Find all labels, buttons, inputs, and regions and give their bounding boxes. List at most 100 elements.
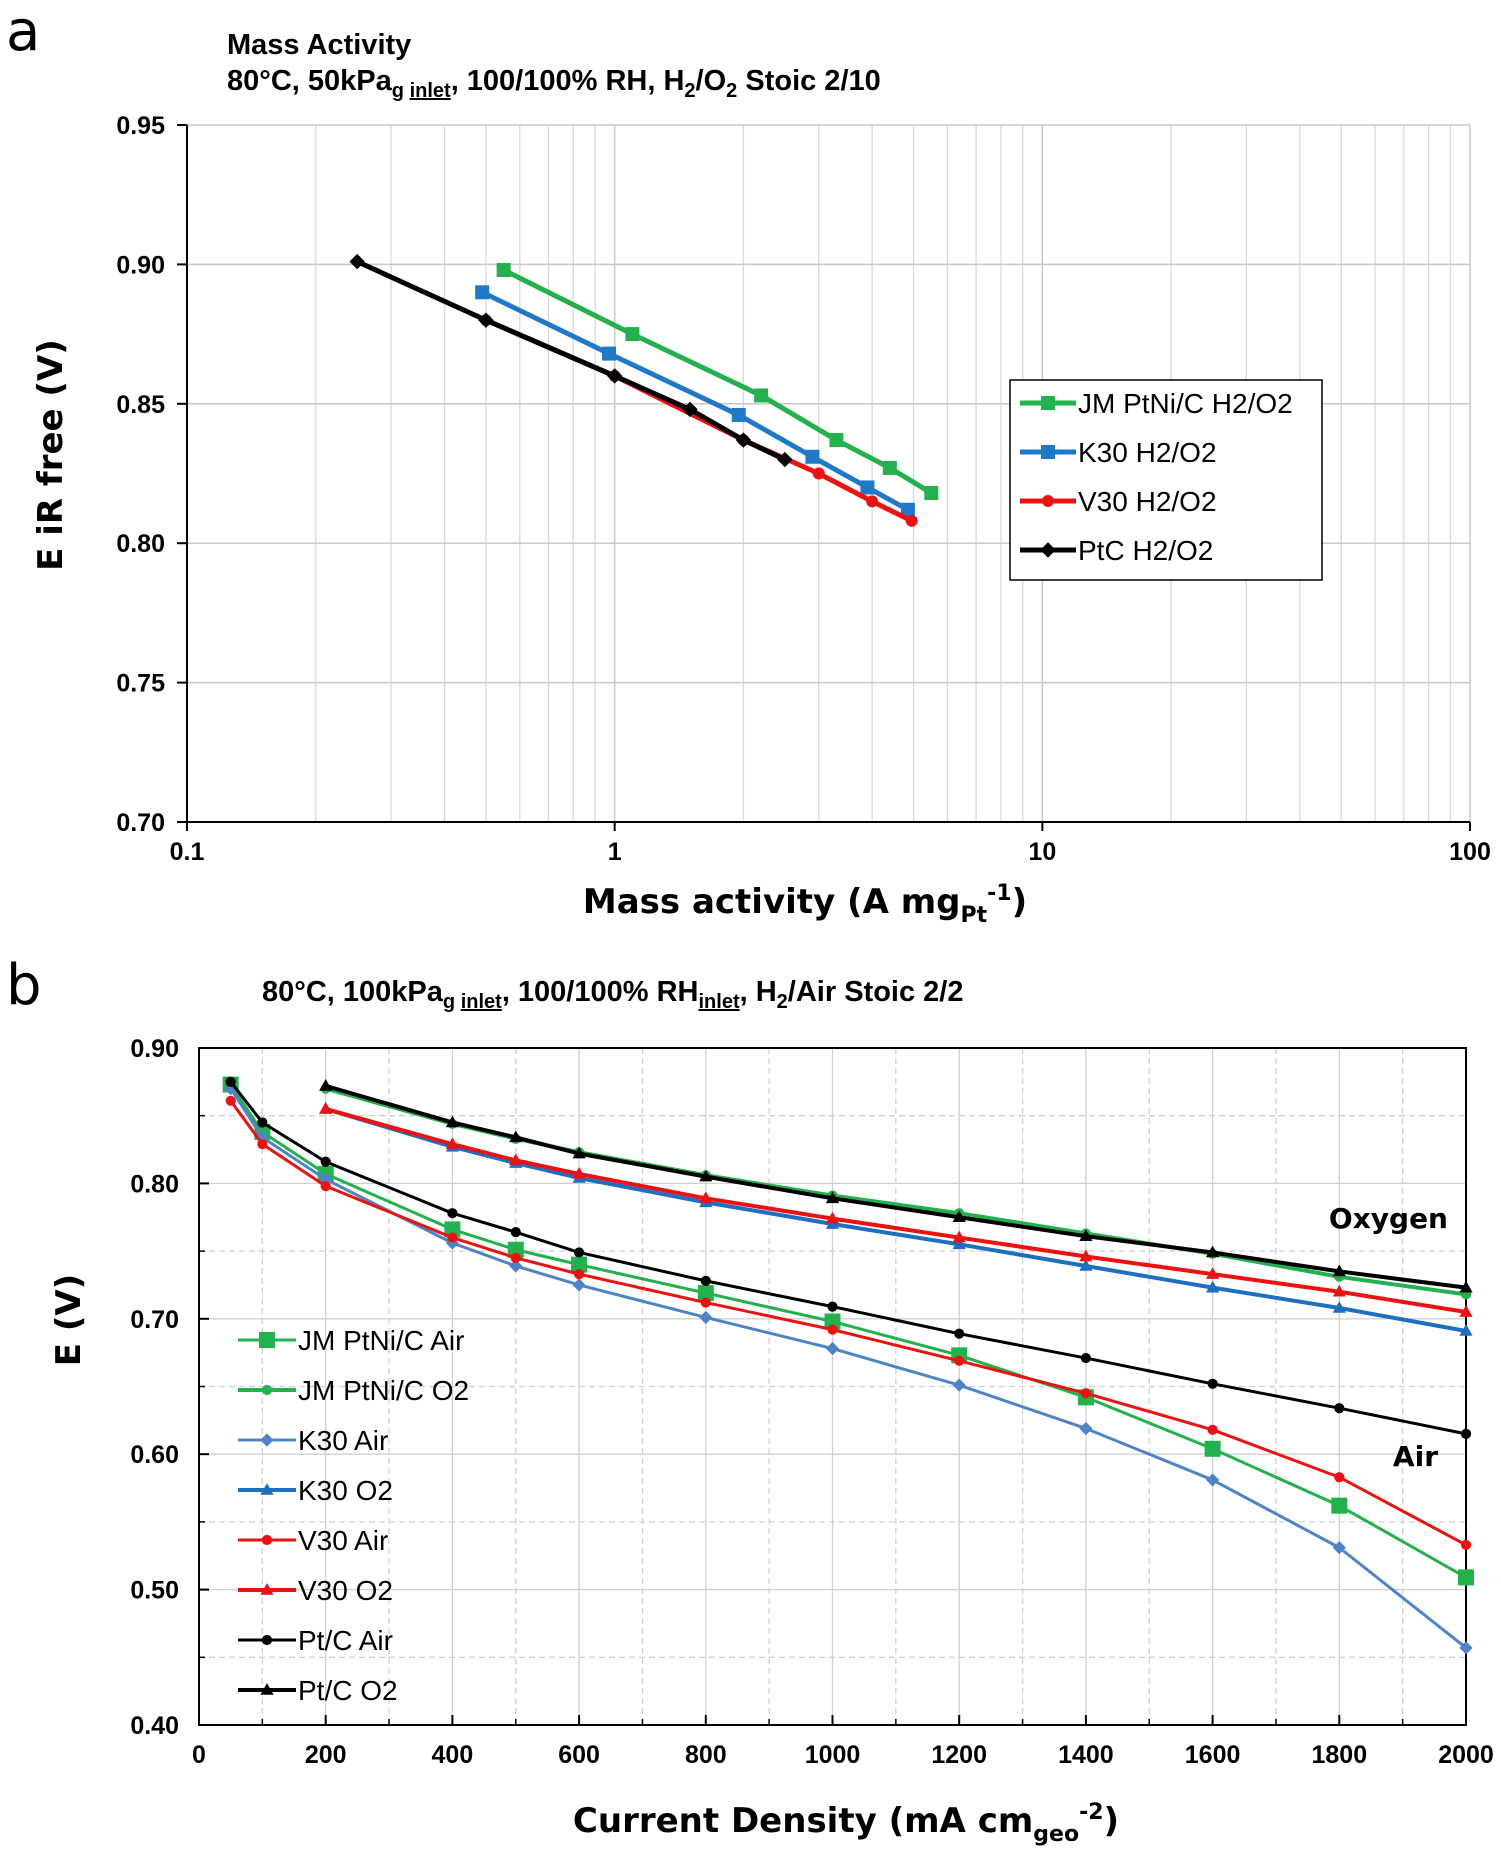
legend-label: V30 H2/O2 — [1078, 486, 1217, 517]
legend-label: K30 O2 — [298, 1475, 393, 1506]
data-point-v30-air — [225, 1095, 236, 1106]
panel-a-x-axis-title: Mass activity (A mgPt-1) — [583, 881, 1027, 928]
series-line-k30-h2-o2 — [481, 290, 910, 512]
data-point-v30-air — [320, 1181, 331, 1192]
data-point-pt-c-air — [447, 1208, 458, 1219]
x-tick-label: 1800 — [1311, 1741, 1367, 1769]
data-point-v30-o2 — [1459, 1305, 1473, 1317]
x-tick-label: 1600 — [1185, 1741, 1241, 1769]
data-point-v30-o2 — [1079, 1249, 1093, 1262]
panel-b-x-axis-title: Current Density (mA cmgeo-2) — [573, 1800, 1119, 1847]
panel-a-title-line2: 80°C, 50kPag inlet, 100/100% RH, H2/O2 S… — [227, 65, 881, 102]
data-point-k30-air — [1206, 1473, 1220, 1487]
data-point-v30-air — [447, 1232, 458, 1243]
data-point-v30-o2 — [572, 1167, 586, 1179]
legend-label: K30 H2/O2 — [1078, 437, 1217, 468]
x-tick-label: 1000 — [805, 1741, 861, 1769]
x-tick-label: 1400 — [1058, 1741, 1114, 1769]
data-point-v30-air — [257, 1139, 268, 1150]
data-point-k30-h2-o2 — [805, 449, 820, 464]
y-tick-label: 0.60 — [130, 1441, 179, 1469]
data-point-v30-h2-o2 — [812, 467, 825, 480]
data-point-pt-c-air — [510, 1227, 521, 1238]
data-point-k30-o2 — [952, 1237, 966, 1250]
data-point-k30-o2 — [1459, 1324, 1473, 1336]
data-point-pt-c-o2 — [572, 1146, 586, 1159]
y-tick-label: 0.90 — [116, 251, 165, 279]
x-tick-label: 0.1 — [170, 838, 205, 866]
y-tick-label: 0.90 — [130, 1035, 179, 1063]
legend-marker — [1041, 445, 1055, 459]
panel-b-y-axis-title: E (V) — [49, 1274, 89, 1366]
data-point-jm-ptni-c-h2-o2 — [754, 388, 769, 403]
data-point-v30-o2 — [1332, 1284, 1346, 1297]
legend-label: V30 O2 — [298, 1575, 393, 1606]
y-tick-label: 0.70 — [130, 1306, 179, 1334]
data-point-k30-air — [825, 1341, 840, 1356]
legend-marker — [261, 1534, 273, 1546]
data-point-pt-c-o2 — [952, 1210, 966, 1223]
data-point-pt-c-air — [827, 1301, 838, 1312]
data-point-k30-o2 — [1206, 1280, 1220, 1293]
y-tick-label: 0.80 — [130, 1170, 179, 1198]
chart-a: 0.70 0.75 0.80 0.85 0.90 0.95 0.1 1 10 100 JM PtNi… — [116, 112, 1491, 866]
data-point-pt-c-o2 — [1332, 1264, 1346, 1277]
legend-marker — [1042, 495, 1054, 507]
data-point-k30-air — [1459, 1641, 1473, 1655]
data-point-jm-ptni-c-h2-o2 — [625, 327, 640, 342]
data-point-v30-h2-o2 — [905, 514, 918, 527]
legend-marker — [260, 1433, 274, 1447]
data-point-jm-ptni-c-air — [444, 1221, 461, 1238]
data-point-v30-air — [1460, 1539, 1472, 1551]
data-point-v30-o2 — [952, 1230, 966, 1243]
data-point-v30-o2 — [445, 1137, 459, 1149]
data-point-jm-ptni-c-air — [507, 1241, 524, 1258]
legend-label: JM PtNi/C H2/O2 — [1078, 388, 1293, 419]
data-point-v30-o2 — [319, 1102, 333, 1114]
data-point-jm-ptni-c-air — [571, 1256, 588, 1273]
data-point-pt-c-o2 — [1079, 1229, 1093, 1242]
data-point-pt-c-air — [1460, 1428, 1472, 1439]
data-point-v30-air — [510, 1252, 521, 1263]
legend-label: V30 Air — [298, 1525, 388, 1556]
data-point-v30-air — [1207, 1424, 1218, 1435]
data-point-k30-air — [255, 1130, 269, 1144]
data-point-v30-air — [954, 1355, 965, 1366]
panel-b-title: 80°C, 100kPag inlet, 100/100% RHinlet, H… — [262, 976, 964, 1013]
data-point-ptc-h2-o2 — [735, 432, 752, 448]
legend-marker — [1040, 542, 1056, 558]
legend-a: JM PtNi/C H2/O2 K30 H2/O2 V30 H2/O2 PtC H2/… — [1009, 379, 1323, 581]
data-point-k30-air — [509, 1259, 523, 1273]
data-point-v30-air — [574, 1269, 585, 1280]
series-line-jm-ptni-c-h2-o2 — [502, 267, 933, 496]
data-point-k30-h2-o2 — [900, 502, 915, 517]
x-tick-label: 2000 — [1438, 1741, 1494, 1769]
panel-letter-a: a — [6, 0, 41, 64]
legend-b: JM PtNi/C Air JM PtNi/C O2 K30 Air K30 O2 V3… — [238, 1325, 469, 1706]
y-tick-label: 0.95 — [116, 112, 165, 140]
legend-marker — [1041, 396, 1055, 410]
data-point-ptc-h2-o2 — [349, 253, 365, 270]
data-point-pt-c-air — [225, 1076, 236, 1087]
data-point-k30-o2 — [1079, 1259, 1093, 1271]
x-tick-label: 1 — [608, 838, 622, 866]
data-point-pt-c-o2 — [825, 1191, 840, 1204]
y-tick-label: 0.75 — [116, 670, 165, 698]
data-point-jm-ptni-c-air — [697, 1285, 714, 1302]
panel-a-title-line1: Mass Activity — [227, 29, 412, 61]
data-point-k30-h2-o2 — [860, 480, 875, 495]
data-point-v30-o2 — [1206, 1267, 1220, 1279]
annotation-air: Air — [1393, 1440, 1438, 1473]
data-point-ptc-h2-o2 — [606, 368, 623, 384]
data-point-v30-h2-o2 — [866, 495, 879, 508]
y-tick-label: 0.85 — [116, 391, 165, 419]
data-point-jm-ptni-c-air — [1204, 1440, 1221, 1457]
series-line-k30-air — [229, 1087, 1467, 1649]
data-point-jm-ptni-c-air — [824, 1313, 841, 1330]
x-tick-label: 400 — [432, 1741, 474, 1769]
data-point-k30-air — [1079, 1421, 1093, 1436]
x-tick-label: 0 — [192, 1741, 206, 1769]
y-tick-label: 0.50 — [130, 1577, 179, 1605]
data-point-pt-c-o2 — [509, 1130, 523, 1143]
